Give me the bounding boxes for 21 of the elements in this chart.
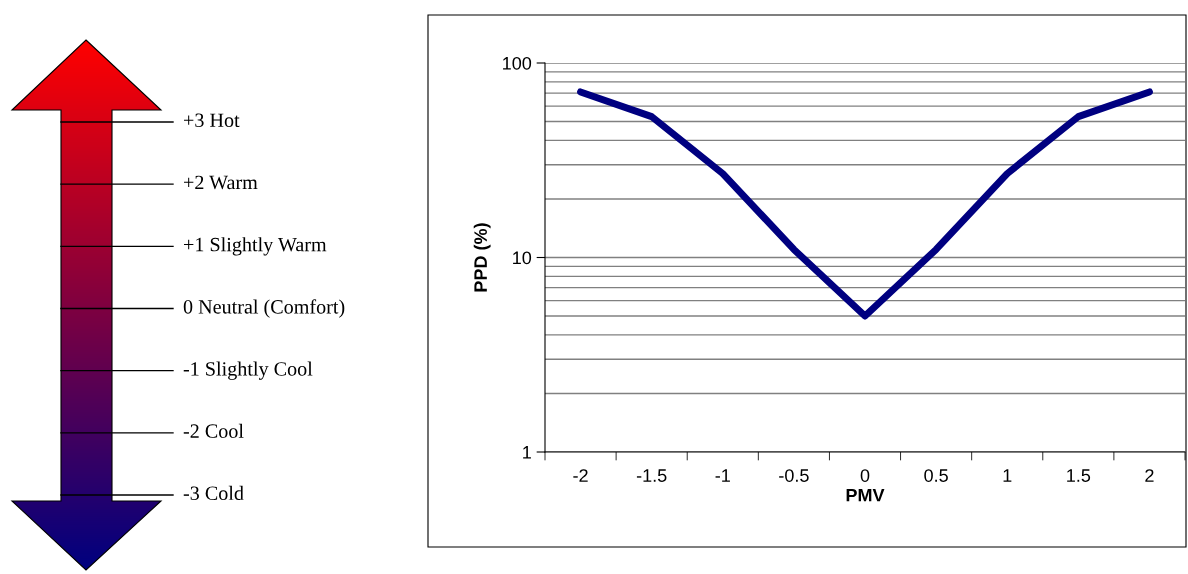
text: +1 Slightly Warm	[184, 237, 327, 256]
text: -1 Slightly Cool	[183, 361, 313, 380]
x-tick-label: 1	[1003, 469, 1012, 482]
x-tick-label: -1	[715, 469, 730, 482]
x-tick-label: 0.5	[924, 469, 948, 482]
text: 0 Neutral (Comfort)	[183, 299, 345, 318]
text: -2 Cool	[183, 423, 244, 438]
x-axis-title: PMV	[846, 488, 885, 502]
text: +3 Hot	[184, 113, 240, 128]
x-tick-label: 0	[860, 469, 870, 482]
text: +2 Warm	[184, 175, 258, 190]
y-tick-label: 10	[513, 251, 532, 265]
x-tick-label: 2	[1145, 469, 1154, 482]
text: -3 Cold	[183, 485, 244, 501]
x-tick-label: -2	[573, 469, 588, 482]
y-tick-label: 100	[503, 56, 532, 70]
x-tick-label: -0.5	[779, 469, 809, 482]
y-axis-title: PPD (%)	[473, 223, 491, 292]
y-tick-label: 1	[523, 446, 531, 459]
x-tick-label: 1.5	[1067, 469, 1091, 482]
x-tick-label: -1.5	[636, 469, 667, 482]
